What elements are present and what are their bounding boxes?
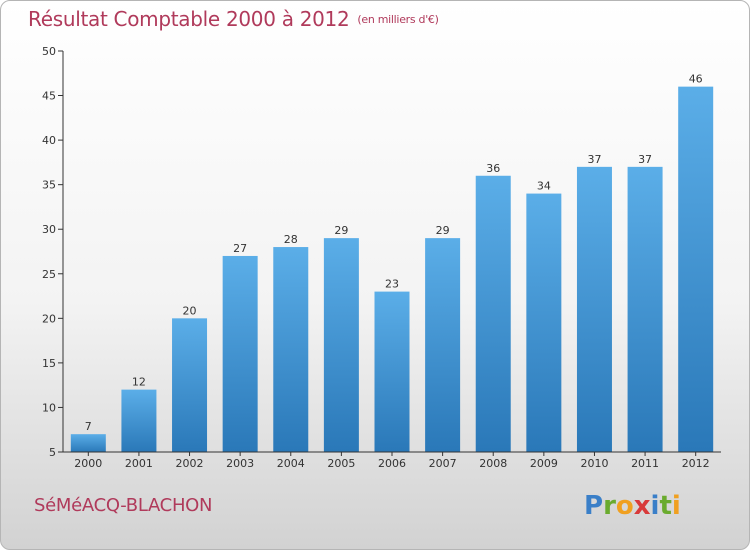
bar-value-label: 36 bbox=[486, 162, 500, 175]
x-tick-label: 2002 bbox=[176, 457, 204, 470]
logo-letter: x bbox=[633, 491, 651, 521]
bar-2007 bbox=[425, 238, 461, 452]
bar-value-label: 28 bbox=[284, 233, 298, 246]
x-tick-label: 2010 bbox=[580, 457, 608, 470]
x-tick-label: 2011 bbox=[631, 457, 659, 470]
y-tick-label: 50 bbox=[42, 45, 56, 58]
bar-2006 bbox=[374, 291, 410, 452]
logo-letter: i bbox=[671, 491, 681, 521]
commune-name: SéMéACQ-BLACHON bbox=[34, 495, 213, 516]
bar-2000 bbox=[70, 434, 106, 452]
y-tick-label: 45 bbox=[42, 90, 56, 103]
title-unit: (en milliers d'€) bbox=[357, 13, 439, 26]
bar-value-label: 29 bbox=[334, 224, 348, 237]
y-tick-label: 20 bbox=[42, 312, 56, 325]
x-tick-label: 2003 bbox=[226, 457, 254, 470]
bar-2003 bbox=[222, 255, 258, 452]
logo-letter: r bbox=[603, 491, 616, 521]
proxiti-logo[interactable]: Proxiti bbox=[584, 491, 681, 521]
bar-value-label: 12 bbox=[132, 376, 146, 389]
bar-value-label: 23 bbox=[385, 278, 399, 291]
x-tick-label: 2000 bbox=[74, 457, 102, 470]
bar-value-label: 37 bbox=[587, 153, 601, 166]
bar-value-label: 27 bbox=[233, 242, 247, 255]
bar-2001 bbox=[121, 389, 157, 452]
bar-value-label: 34 bbox=[537, 180, 551, 193]
y-tick-label: 30 bbox=[42, 223, 56, 236]
x-tick-label: 2007 bbox=[429, 457, 457, 470]
logo-letter: t bbox=[659, 491, 672, 521]
bar-2010 bbox=[576, 166, 612, 452]
y-tick-label: 35 bbox=[42, 179, 56, 192]
bar-2008 bbox=[475, 175, 511, 452]
bar-value-label: 46 bbox=[689, 73, 703, 86]
x-tick-label: 2006 bbox=[378, 457, 406, 470]
bar-value-label: 29 bbox=[436, 224, 450, 237]
logo-letter: i bbox=[650, 491, 660, 521]
x-axis: 2000 2001 2002 2003 2004 2005 2006 2007 2008 2009… bbox=[63, 451, 721, 470]
logo-letter: P bbox=[584, 491, 604, 521]
y-tick-label: 40 bbox=[42, 134, 56, 147]
bar-2005 bbox=[323, 238, 359, 452]
bar-value-label: 7 bbox=[85, 420, 92, 433]
bar-2009 bbox=[526, 193, 562, 453]
y-tick-label: 15 bbox=[42, 357, 56, 370]
bar-2012 bbox=[678, 86, 714, 453]
x-tick-label: 2012 bbox=[682, 457, 710, 470]
chart-title: Résultat Comptable 2000 à 2012 (en millie… bbox=[28, 7, 439, 31]
x-tick-label: 2005 bbox=[327, 457, 355, 470]
x-tick-label: 2004 bbox=[277, 457, 305, 470]
bar-2004 bbox=[273, 247, 309, 452]
logo-letter: o bbox=[615, 491, 634, 521]
y-tick-label: 5 bbox=[49, 446, 56, 459]
bar-value-label: 20 bbox=[183, 304, 197, 317]
bar-value-label: 37 bbox=[638, 153, 652, 166]
x-tick-label: 2008 bbox=[479, 457, 507, 470]
bar-2011 bbox=[627, 166, 663, 452]
x-tick-label: 2009 bbox=[530, 457, 558, 470]
y-axis: 5 10 15 20 25 30 35 40 45 50 bbox=[42, 45, 64, 459]
y-tick-label: 10 bbox=[42, 401, 56, 414]
x-tick-label: 2001 bbox=[125, 457, 153, 470]
title-text: Résultat Comptable 2000 à 2012 bbox=[28, 7, 350, 31]
bar-2002 bbox=[172, 318, 208, 452]
bars: 7 12 20 27 28 29 23 29 36 34 37 37 46 bbox=[70, 73, 714, 453]
y-tick-label: 25 bbox=[42, 268, 56, 281]
